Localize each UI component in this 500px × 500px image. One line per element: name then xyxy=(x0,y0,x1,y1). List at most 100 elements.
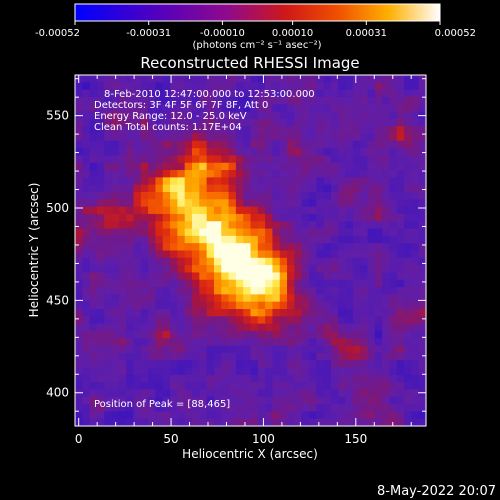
heatmap-cell xyxy=(235,162,244,171)
heatmap-cell xyxy=(213,228,222,237)
heatmap-cell xyxy=(345,199,354,208)
heatmap-cell xyxy=(301,96,310,105)
heatmap-cell xyxy=(228,162,237,171)
heatmap-cell xyxy=(89,118,98,127)
heatmap-cell xyxy=(367,235,376,244)
heatmap-cell xyxy=(104,133,113,142)
heatmap-cell xyxy=(250,75,259,83)
heatmap-cell xyxy=(89,382,98,391)
heatmap-cell xyxy=(155,235,164,244)
heatmap-cell xyxy=(411,221,420,230)
heatmap-cell xyxy=(396,148,405,157)
heatmap-cell xyxy=(418,250,427,259)
heatmap-cell xyxy=(301,338,310,347)
heatmap-cell xyxy=(367,213,376,222)
heatmap-cell xyxy=(140,89,149,98)
heatmap-cell xyxy=(294,126,303,135)
heatmap-cell xyxy=(148,389,157,398)
heatmap-cell xyxy=(272,126,281,135)
colorbar-unit-label: (photons cm⁻² s⁻¹ asec⁻²) xyxy=(192,40,321,51)
heatmap-cell xyxy=(330,367,339,376)
heatmap-cell xyxy=(411,257,420,266)
colorbar-ticks: -0.00052 -0.00031 -0.00010 0.00010 0.00031 0.… xyxy=(35,21,476,39)
heatmap-cell xyxy=(96,177,105,186)
heatmap-cell xyxy=(213,418,222,427)
heatmap-cell xyxy=(316,111,325,120)
heatmap-cell xyxy=(294,323,303,332)
heatmap-cell xyxy=(155,96,164,105)
heatmap-cell xyxy=(155,126,164,135)
heatmap-cell xyxy=(257,140,266,149)
heatmap-cell xyxy=(126,323,135,332)
heatmap-cell xyxy=(338,272,347,281)
heatmap-cell xyxy=(345,118,354,127)
heatmap-cell xyxy=(316,184,325,193)
heatmap-cell xyxy=(338,323,347,332)
heatmap-cell xyxy=(272,162,281,171)
heatmap-cell xyxy=(418,192,427,200)
heatmap-cell xyxy=(243,330,252,339)
heatmap-cell xyxy=(382,118,391,127)
heatmap-cell xyxy=(199,272,208,281)
heatmap-cell xyxy=(330,418,339,427)
heatmap-cell xyxy=(404,411,412,420)
heatmap-cell xyxy=(382,221,391,230)
heatmap-cell xyxy=(170,213,178,222)
heatmap-cell xyxy=(111,345,120,354)
heatmap-cell xyxy=(411,382,420,391)
heatmap-cell xyxy=(418,396,427,405)
heatmap-cell xyxy=(96,279,105,288)
heatmap-cell xyxy=(404,352,412,361)
heatmap-cell xyxy=(96,367,105,376)
heatmap-cell xyxy=(360,177,369,186)
heatmap-cell xyxy=(345,162,354,171)
heatmap-cell xyxy=(287,338,295,347)
heatmap-cell xyxy=(316,411,325,420)
heatmap-cell xyxy=(418,213,427,222)
heatmap-cell xyxy=(411,418,420,427)
heatmap-cell xyxy=(96,382,105,391)
heatmap-cell xyxy=(294,213,303,222)
heatmap-cell xyxy=(221,148,230,157)
heatmap-cell xyxy=(133,118,142,127)
heatmap-cell xyxy=(360,82,369,91)
heatmap-cell xyxy=(126,257,135,266)
heatmap-cell xyxy=(301,287,310,295)
heatmap-cell xyxy=(374,257,383,266)
heatmap-cell xyxy=(177,418,186,427)
heatmap-cell xyxy=(235,82,244,91)
heatmap-cell xyxy=(235,126,244,135)
heatmap-cell xyxy=(316,89,325,98)
heatmap-cell xyxy=(374,374,383,383)
heatmap-cell xyxy=(272,418,281,427)
heatmap-cell xyxy=(126,89,135,98)
heatmap-cell xyxy=(345,265,354,274)
heatmap-cell xyxy=(345,221,354,230)
heatmap-cell xyxy=(352,228,361,237)
heatmap-cell xyxy=(287,75,295,83)
heatmap-cell xyxy=(221,330,230,339)
heatmap-cell xyxy=(411,265,420,274)
heatmap-cell xyxy=(352,382,361,391)
heatmap-cell xyxy=(82,111,91,120)
heatmap-cell xyxy=(199,184,208,193)
heatmap-cell xyxy=(228,404,237,412)
heatmap-cell xyxy=(111,382,120,391)
heatmap-cell xyxy=(404,177,412,186)
x-tick-label: 100 xyxy=(252,432,275,446)
heatmap-cell xyxy=(301,75,310,83)
colorbar-tick-label: -0.00010 xyxy=(200,28,245,39)
heatmap-cell xyxy=(192,126,200,135)
heatmap-cell xyxy=(177,330,186,339)
heatmap-cell xyxy=(294,338,303,347)
heatmap-cell xyxy=(411,243,420,252)
heatmap-cell xyxy=(89,111,98,120)
heatmap-cell xyxy=(192,367,200,376)
heatmap-cell xyxy=(213,243,222,252)
heatmap-cell xyxy=(382,89,391,98)
heatmap-cell xyxy=(82,75,91,83)
heatmap-cell xyxy=(140,235,149,244)
heatmap-cell xyxy=(177,82,186,91)
heatmap-cell xyxy=(316,192,325,200)
heatmap-cell xyxy=(316,279,325,288)
